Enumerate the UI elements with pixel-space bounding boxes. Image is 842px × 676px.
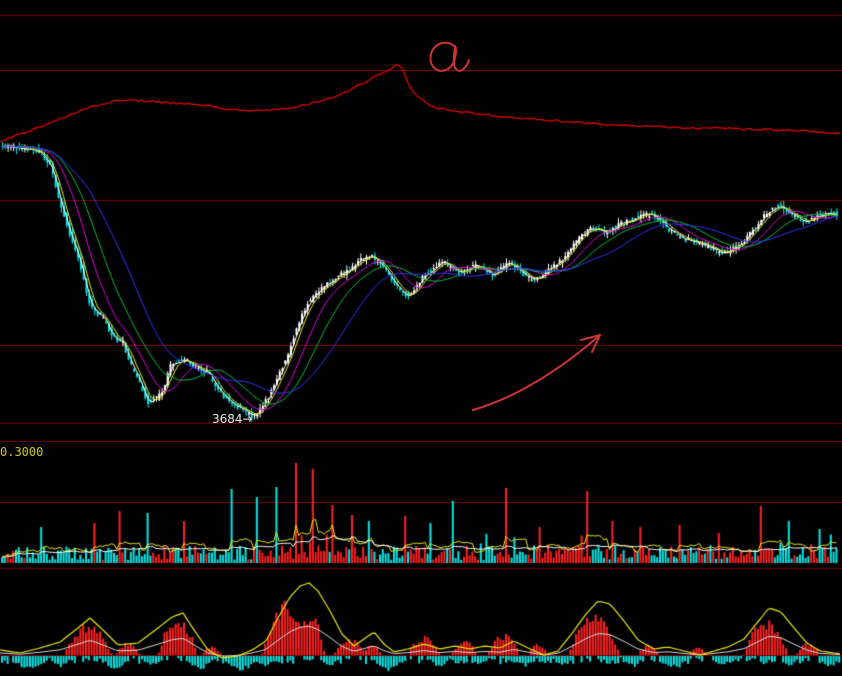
indicator-parameter-label: 0.3000 [0, 445, 44, 459]
price-low-marker-label: 3684→ [212, 412, 253, 426]
